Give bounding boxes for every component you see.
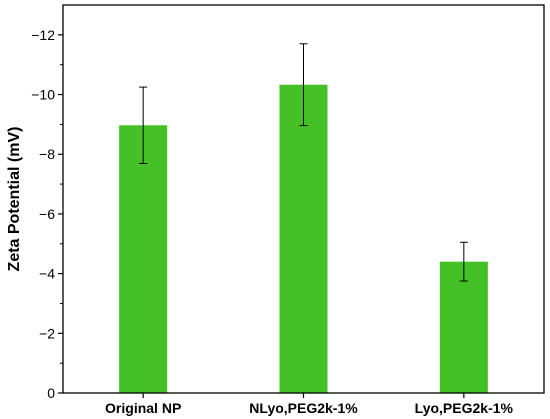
bar-2 <box>439 261 488 393</box>
y-tick-label-4: −8 <box>39 146 55 162</box>
x-tick-label-1: NLyo,PEG2k-1% <box>249 400 358 416</box>
y-axis-ticks: 0 −2 −4 −6 −8 −10 −12 <box>31 27 63 401</box>
bar-0 <box>119 125 168 393</box>
y-tick-label-3: −6 <box>39 206 55 222</box>
bar-1 <box>279 84 328 393</box>
x-tick-label-0: Original NP <box>105 400 181 416</box>
x-tick-label-2: Lyo,PEG2k-1% <box>415 400 514 416</box>
y-tick-label-1: −2 <box>39 325 55 341</box>
bars-layer <box>119 84 488 393</box>
y-tick-label-5: −10 <box>31 87 55 103</box>
y-tick-label-2: −4 <box>39 266 55 282</box>
y-tick-label-0: 0 <box>47 385 55 401</box>
y-axis-title: Zeta Potential (mV) <box>6 127 23 272</box>
x-axis-categories: Original NP NLyo,PEG2k-1% Lyo,PEG2k-1% <box>105 393 514 416</box>
error-bars-layer <box>139 43 468 282</box>
y-tick-label-6: −12 <box>31 27 55 43</box>
